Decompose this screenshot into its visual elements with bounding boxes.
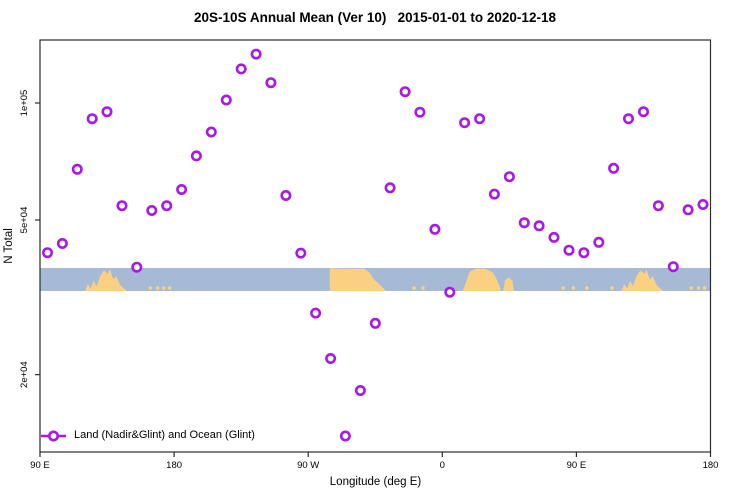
data-point <box>220 94 232 106</box>
island-patch <box>585 286 589 290</box>
island-patch <box>696 286 701 290</box>
data-point <box>622 113 634 125</box>
data-point <box>429 223 441 235</box>
data-point <box>518 217 530 229</box>
plot-box <box>39 39 712 453</box>
island-patch <box>148 286 153 290</box>
island-patch <box>155 286 160 290</box>
data-point <box>533 220 545 232</box>
x-axis: 90 E 180 90 W 0 90 E 180 <box>30 452 718 471</box>
data-point <box>608 162 620 174</box>
data-point <box>697 199 709 211</box>
land-patch-south-america <box>329 268 385 291</box>
x-tick-label: 90 W <box>297 460 319 471</box>
land-patch-africa <box>463 268 501 291</box>
data-point <box>578 247 590 259</box>
land-patch-madagascar <box>503 277 514 291</box>
data-point <box>354 384 366 396</box>
data-point <box>503 171 515 183</box>
y-axis: 1e+05 5e+04 2e+04 <box>19 90 40 388</box>
data-point <box>667 261 679 273</box>
data-point <box>131 261 143 273</box>
x-tick-label: 90 E <box>567 460 587 471</box>
legend-label: Land (Nadir&Glint) and Ocean (Glint) <box>74 429 255 441</box>
chart-title: 20S-10S Annual Mean (Ver 10) 2015-01-01 … <box>194 10 556 25</box>
data-point <box>250 48 262 60</box>
ocean-strip <box>40 268 711 291</box>
legend-circle <box>47 430 59 442</box>
data-point <box>190 150 202 162</box>
land-patch-australia-repeat <box>621 269 663 291</box>
data-point <box>310 307 322 319</box>
data-point <box>548 231 560 243</box>
data-point <box>176 184 188 196</box>
data-point <box>325 352 337 364</box>
data-point <box>369 317 381 329</box>
data-point <box>86 113 98 125</box>
data-point <box>41 247 53 259</box>
data-point <box>265 77 277 89</box>
legend-marker <box>41 430 66 442</box>
data-point <box>101 106 113 118</box>
map-strip-band <box>40 268 711 291</box>
data-point <box>384 182 396 194</box>
data-point <box>444 286 456 298</box>
data-point <box>56 238 68 250</box>
data-point <box>563 244 575 256</box>
island-patch <box>689 286 693 290</box>
x-tick-label: 180 <box>703 460 719 471</box>
island-patch <box>167 286 172 290</box>
y-tick-label: 2e+04 <box>19 361 30 388</box>
x-tick-label: 90 E <box>30 460 50 471</box>
data-point <box>474 113 486 125</box>
data-point <box>459 117 471 129</box>
island-patch <box>412 286 416 290</box>
data-point <box>205 126 217 138</box>
island-patch <box>571 286 576 290</box>
data-point <box>682 204 694 216</box>
x-tick-label: 180 <box>166 460 182 471</box>
data-point <box>235 63 247 75</box>
data-points <box>41 48 709 442</box>
y-tick-label: 1e+05 <box>19 90 30 117</box>
data-point <box>414 106 426 118</box>
island-patch <box>421 286 425 290</box>
x-axis-label: Longitude (deg E) <box>329 476 422 488</box>
data-point <box>637 106 649 118</box>
data-point <box>652 200 664 212</box>
data-point <box>146 205 158 217</box>
data-point <box>488 188 500 200</box>
data-point <box>116 200 128 212</box>
data-point <box>339 430 351 442</box>
island-patch <box>161 286 166 290</box>
land-patch-australia <box>85 269 127 291</box>
data-point <box>280 190 292 202</box>
data-point <box>161 200 173 212</box>
island-patch <box>702 286 707 290</box>
data-point <box>295 247 307 259</box>
island-patch <box>561 286 565 290</box>
island-patch <box>610 286 614 290</box>
data-point <box>399 86 411 98</box>
x-tick-label: 0 <box>440 460 445 471</box>
y-tick-label: 5e+04 <box>19 207 30 234</box>
data-point <box>593 236 605 248</box>
data-point <box>71 163 83 175</box>
